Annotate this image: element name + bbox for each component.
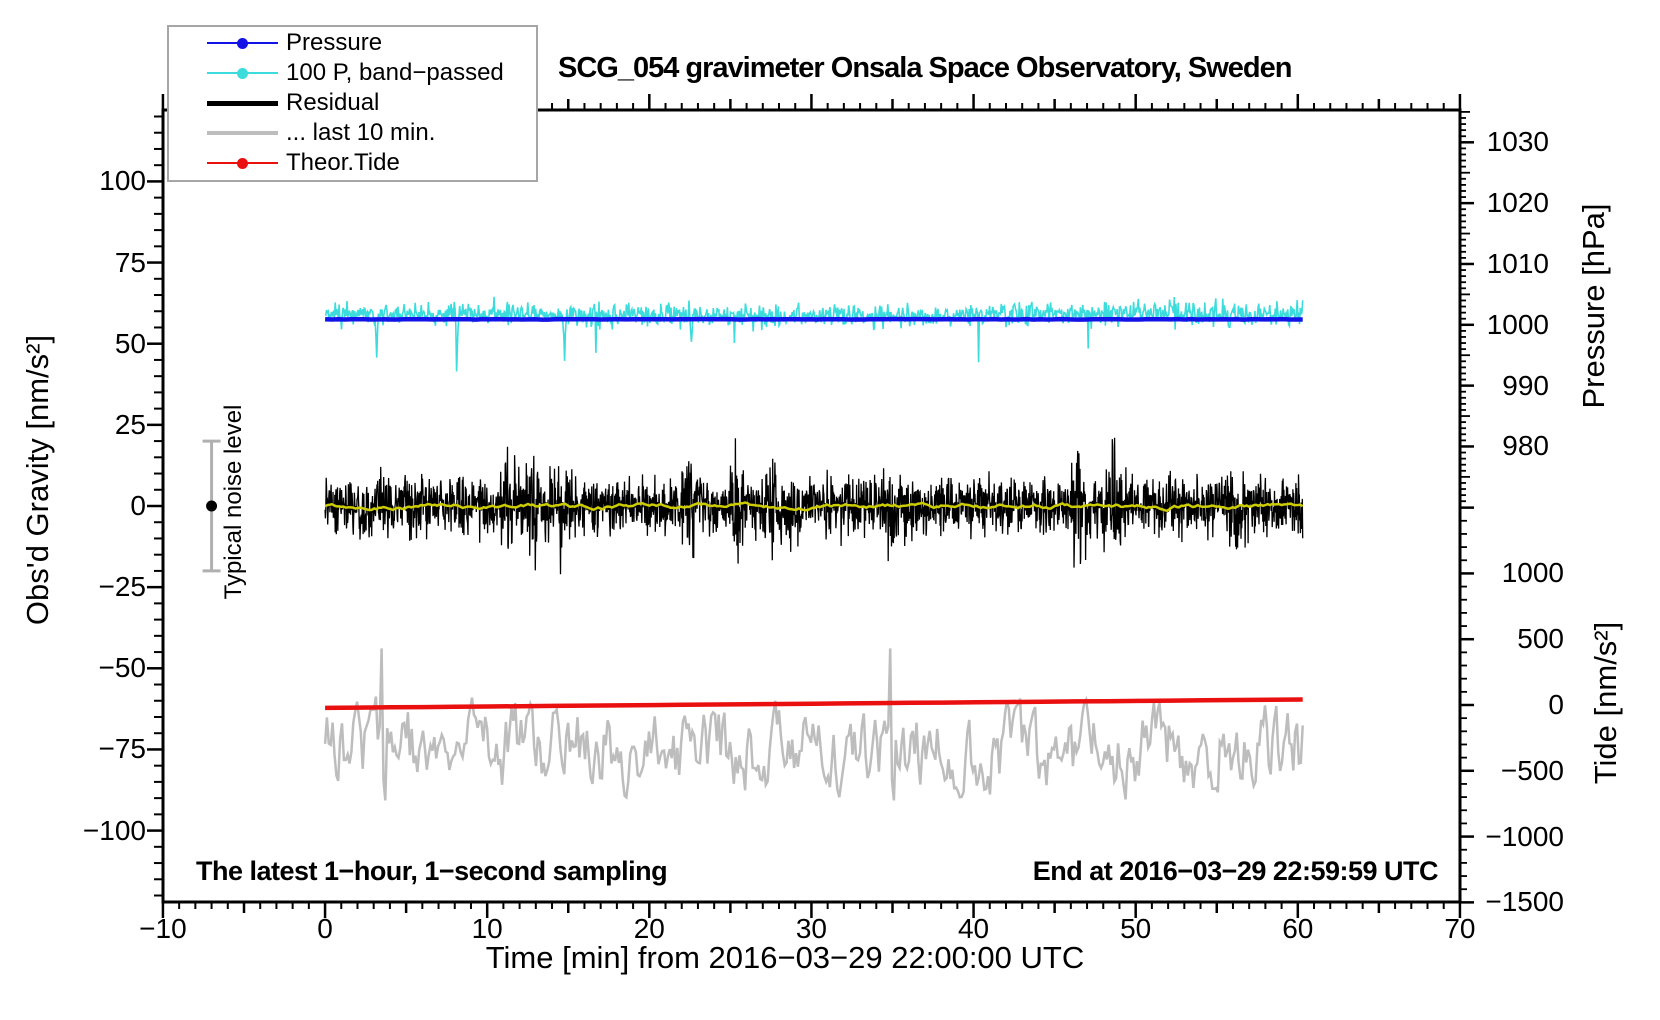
residual-smoothed-series [324,501,1304,513]
data-series-group [323,296,1304,801]
pressure-tick-label: 980 [1502,430,1549,462]
legend-dot [237,37,248,49]
legend-item-band-passed: 100 P, band−passed [169,58,536,88]
x-tick-label: 40 [957,913,990,944]
pressure-tick-label: 1000 [1486,308,1549,340]
x-tick-label: 30 [795,913,827,944]
tide-tick-label: −500 [1500,754,1564,786]
x-tick-label: 70 [1444,913,1476,944]
tide-tick-label: −1000 [1485,820,1564,852]
tide-tick-label: 0 [1548,689,1564,720]
x-tick-label: 20 [633,913,665,944]
legend-line-sample [207,131,278,135]
legend-item-theor-tide: Theor.Tide [169,148,536,178]
gravity-tick-label: 100 [99,165,146,197]
x-tick-label: 60 [1282,913,1314,944]
gravity-tick-label: −100 [82,814,146,846]
legend-item-label: Residual [286,89,380,116]
pressure-tick-label: 990 [1502,369,1549,401]
band-passed-series [324,296,1304,372]
pressure-tick-label: 1020 [1486,187,1549,219]
tide-tick-label: −1500 [1485,886,1564,918]
end-time-note: End at 2016−03−29 22:59:59 UTC [1032,856,1439,886]
theor-tide-series [325,697,1303,711]
sampling-note: The latest 1−hour, 1−second sampling [196,856,668,886]
legend-item-residual: Residual [169,88,536,118]
x-axis-label: Time [min] from 2016−03−29 22:00:00 UTC [485,940,1085,975]
y-axis-label-tide: Tide [nm/s²] [1588,621,1623,785]
plot-border [161,108,1462,904]
legend-item-label: ... last 10 min. [286,119,436,146]
x-tick-label: 10 [471,913,503,944]
legend-line-sample [207,100,278,106]
pressure-tick-label: 1010 [1486,247,1549,279]
x-tick-label: −10 [139,913,187,944]
gravity-tick-label: 75 [114,246,146,278]
residual-series [324,437,1304,575]
last-10-min-series [323,648,1304,801]
legend-dot [237,67,248,79]
legend-item-label: Pressure [286,29,383,56]
gravity-tick-label: 0 [130,490,146,521]
legend-item-label: Theor.Tide [286,149,400,176]
legend-item-label: 100 P, band−passed [286,59,504,86]
legend-dot [237,157,248,169]
gravity-tick-label: 25 [114,408,146,440]
gravity-tick-label: 50 [114,327,146,359]
noise-marker-label: Typical noise level [220,404,247,600]
tide-tick-label: 500 [1517,623,1564,655]
x-tick-label: 50 [1120,913,1152,944]
gravity-tick-label: −50 [98,652,147,684]
legend-item-last-10-min: ... last 10 min. [169,118,536,148]
legend: Pressure 100 P, band−passed Residual ...… [167,25,538,182]
chart-title: SCG_054 gravimeter Onsala Space Observat… [558,52,1292,84]
tide-tick-label: 1000 [1501,557,1564,589]
noise-marker-group [202,439,221,573]
pressure-tick-label: 1030 [1486,126,1549,158]
noise-center-dot [206,500,218,512]
gravity-tick-label: −25 [98,571,147,603]
pressure-series [324,316,1303,322]
x-tick-label: 0 [317,913,333,944]
gravity-tick-label: −75 [98,733,147,765]
legend-item-pressure: Pressure [169,28,536,58]
axis-ticks [147,94,1474,918]
